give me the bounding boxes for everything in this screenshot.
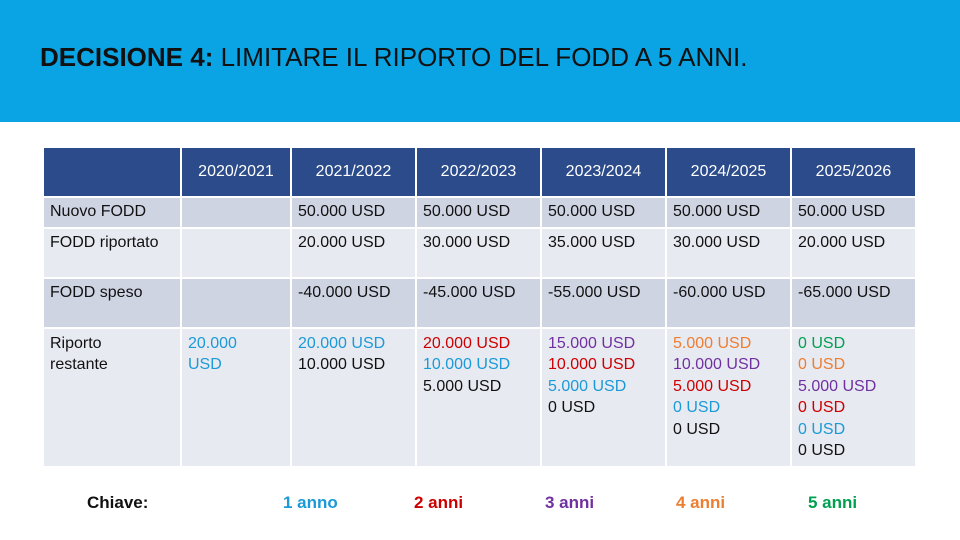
title-rest: LIMITARE IL RIPORTO DEL FODD A 5 ANNI. <box>213 42 748 72</box>
remaining-cell-2023-2024: 15.000 USD 10.000 USD 5.000 USD 0 USD <box>542 328 665 466</box>
remaining-value: 0 USD <box>798 334 846 352</box>
row-label-line: restante <box>50 356 108 373</box>
remaining-value: 5.000 USD <box>548 377 627 395</box>
remaining-value: 5.000 USD <box>423 377 502 395</box>
table-cell <box>182 228 290 277</box>
header-year-2023-2024: 2023/2024 <box>542 148 665 196</box>
remaining-value: 10.000 USD <box>298 356 386 373</box>
table-cell: 50.000 USD <box>417 198 540 227</box>
header-row: 2020/2021 2021/2022 2022/2023 2023/2024 … <box>44 148 915 196</box>
fodd-table: 2020/2021 2021/2022 2022/2023 2023/2024 … <box>42 146 917 468</box>
table-cell: 50.000 USD <box>542 198 665 227</box>
slide-title: DECISIONE 4: LIMITARE IL RIPORTO DEL FOD… <box>40 42 747 73</box>
table-cell: 50.000 USD <box>792 198 915 227</box>
table-cell: -45.000 USD <box>417 278 540 327</box>
row-label-riporto-restante: Riporto restante <box>44 328 180 466</box>
title-banner <box>0 0 960 122</box>
legend-item-4-anni: 4 anni <box>676 493 726 512</box>
table-cell: -60.000 USD <box>667 278 790 327</box>
remaining-value: 0 USD <box>798 356 846 373</box>
table-cell <box>182 198 290 227</box>
remaining-cell-2020-2021: 20.000 USD <box>182 328 290 466</box>
table-cell: -40.000 USD <box>292 278 415 327</box>
remaining-value: 10.000 USD <box>423 356 511 373</box>
legend-key-label: Chiave: <box>87 493 149 512</box>
row-riporto-restante: Riporto restante 20.000 USD 20.000 USD 1… <box>44 328 915 466</box>
table-cell: 30.000 USD <box>667 228 790 277</box>
header-year-2022-2023: 2022/2023 <box>417 148 540 196</box>
table-cell: 35.000 USD <box>542 228 665 277</box>
row-label-line: Riporto <box>50 334 102 352</box>
row-label: FODD speso <box>44 278 180 327</box>
remaining-value: 15.000 USD <box>548 334 636 352</box>
table-cell: 20.000 USD <box>292 228 415 277</box>
header-year-2021-2022: 2021/2022 <box>292 148 415 196</box>
title-prefix: DECISIONE 4: <box>40 42 214 72</box>
remaining-value: 5.000 USD <box>673 334 752 352</box>
legend-item-2-anni: 2 anni <box>414 493 464 512</box>
header-year-2020-2021: 2020/2021 <box>182 148 290 196</box>
remaining-value: 0 USD <box>673 399 721 416</box>
remaining-cell-2024-2025: 5.000 USD 10.000 USD 5.000 USD 0 USD 0 U… <box>667 328 790 466</box>
remaining-value: 0 USD <box>798 442 846 459</box>
table-cell: -65.000 USD <box>792 278 915 327</box>
remaining-value: 10.000 USD <box>673 356 761 373</box>
remaining-value: 5.000 USD <box>673 377 752 395</box>
remaining-value: 0 USD <box>548 399 596 416</box>
remaining-cell-2022-2023: 20.000 USD 10.000 USD 5.000 USD <box>417 328 540 466</box>
row-fodd-riportato: FODD riportato 20.000 USD 30.000 USD 35.… <box>44 228 915 277</box>
row-label: Nuovo FODD <box>44 198 180 227</box>
legend-item-1-anno: 1 anno <box>283 493 338 512</box>
table-cell: -55.000 USD <box>542 278 665 327</box>
row-nuovo-fodd: Nuovo FODD 50.000 USD 50.000 USD 50.000 … <box>44 198 915 227</box>
remaining-value: 20.000 USD <box>298 334 386 352</box>
row-fodd-speso: FODD speso -40.000 USD -45.000 USD -55.0… <box>44 278 915 327</box>
legend-item-5-anni: 5 anni <box>808 493 858 512</box>
header-corner <box>44 148 180 196</box>
remaining-value: 0 USD <box>798 399 846 416</box>
row-label: FODD riportato <box>44 228 180 277</box>
header-year-2024-2025: 2024/2025 <box>667 148 790 196</box>
remaining-value: USD <box>188 356 222 373</box>
remaining-value: 5.000 USD <box>798 377 877 395</box>
table-cell: 20.000 USD <box>792 228 915 277</box>
remaining-cell-2021-2022: 20.000 USD 10.000 USD <box>292 328 415 466</box>
remaining-value: 10.000 USD <box>548 356 636 373</box>
remaining-value: 20.000 USD <box>423 334 511 352</box>
table-cell: 30.000 USD <box>417 228 540 277</box>
legend-item-3-anni: 3 anni <box>545 493 595 512</box>
remaining-value: 0 USD <box>798 420 846 438</box>
remaining-value: 20.000 <box>188 334 237 352</box>
remaining-value: 0 USD <box>673 420 721 438</box>
table-cell <box>182 278 290 327</box>
table-cell: 50.000 USD <box>667 198 790 227</box>
remaining-cell-2025-2026: 0 USD 0 USD 5.000 USD 0 USD 0 USD 0 USD <box>792 328 915 466</box>
table-cell: 50.000 USD <box>292 198 415 227</box>
header-year-2025-2026: 2025/2026 <box>792 148 915 196</box>
